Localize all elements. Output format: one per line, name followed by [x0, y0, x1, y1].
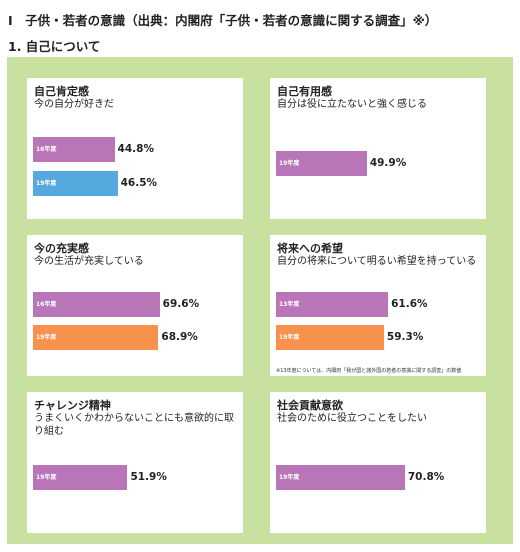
- bar: 19年度: [33, 465, 128, 490]
- bar-value: 49.9%: [369, 157, 407, 169]
- bar-label: 13年度: [279, 301, 300, 308]
- bar: 19年度: [33, 171, 118, 196]
- bar: 16年度: [33, 137, 115, 162]
- page-title: Ⅰ 子供・若者の意識（出典：内閣府「子供・若者の意識に関する調査」※）: [8, 13, 438, 28]
- bar: 19年度: [276, 325, 384, 350]
- card-description: うまくいくかわからないことにも意欲的に取り組む: [34, 413, 234, 437]
- bar-label: 19年度: [36, 474, 57, 481]
- bar: 19年度: [276, 465, 405, 490]
- cards-panel: 自己肯定感 今の自分が好きだ 16年度 44.8% 19年度 46.5% 自己有…: [7, 57, 513, 544]
- bar-label: 19年度: [279, 160, 300, 167]
- card-description: 自分は役に立たないと強く感じる: [277, 99, 427, 110]
- bar-label: 19年度: [36, 180, 57, 187]
- card-description: 自分の将来について明るい希望を持っている: [277, 256, 477, 267]
- card-description: 今の生活が充実している: [34, 256, 144, 267]
- card-title: 自己肯定感: [34, 85, 89, 98]
- card-challenge-spirit: チャレンジ精神 うまくいくかわからないことにも意欲的に取り組む 19年度 51.…: [27, 392, 243, 533]
- card-social-contribution: 社会貢献意欲 社会のために役立つことをしたい 19年度 70.8%: [270, 392, 486, 533]
- bar: 19年度: [276, 151, 367, 176]
- card-fulfillment: 今の充実感 今の生活が充実している 16年度 69.6% 19年度 68.9%: [27, 235, 243, 376]
- bar-label: 19年度: [279, 334, 300, 341]
- bar-label: 19年度: [279, 474, 300, 481]
- bar-label: 16年度: [36, 146, 57, 153]
- section-title: 1. 自己について: [8, 39, 101, 54]
- bar-value: 59.3%: [386, 331, 424, 343]
- bar-value: 44.8%: [117, 143, 154, 155]
- card-self-usefulness: 自己有用感 自分は役に立たないと強く感じる 19年度 49.9%: [270, 78, 486, 219]
- footnote: ※13年度については、内閣府「我が国と諸外国の若者の意識に関する調査」の数値: [276, 368, 462, 374]
- card-title: 社会貢献意欲: [277, 399, 343, 412]
- card-self-esteem: 自己肯定感 今の自分が好きだ 16年度 44.8% 19年度 46.5%: [27, 78, 243, 219]
- card-description: 今の自分が好きだ: [34, 99, 114, 110]
- bar-label: 16年度: [36, 301, 57, 308]
- bar-value: 70.8%: [407, 471, 445, 483]
- card-title: 自己有用感: [277, 85, 332, 98]
- bar-value: 46.5%: [120, 177, 158, 189]
- card-title: 将来への希望: [277, 242, 343, 255]
- bar-value: 51.9%: [130, 471, 167, 483]
- card-title: 今の充実感: [34, 242, 89, 255]
- card-description: 社会のために役立つことをしたい: [277, 413, 427, 424]
- card-title: チャレンジ精神: [34, 399, 111, 412]
- bar-value: 61.6%: [391, 298, 428, 310]
- bar: 16年度: [33, 292, 160, 317]
- card-future-hope: 将来への希望 自分の将来について明るい希望を持っている 13年度 61.6% 1…: [270, 235, 486, 376]
- bar: 19年度: [33, 325, 159, 350]
- bar: 13年度: [276, 292, 389, 317]
- bar-label: 19年度: [36, 334, 57, 341]
- bar-value: 69.6%: [162, 298, 200, 310]
- bar-value: 68.9%: [161, 331, 198, 343]
